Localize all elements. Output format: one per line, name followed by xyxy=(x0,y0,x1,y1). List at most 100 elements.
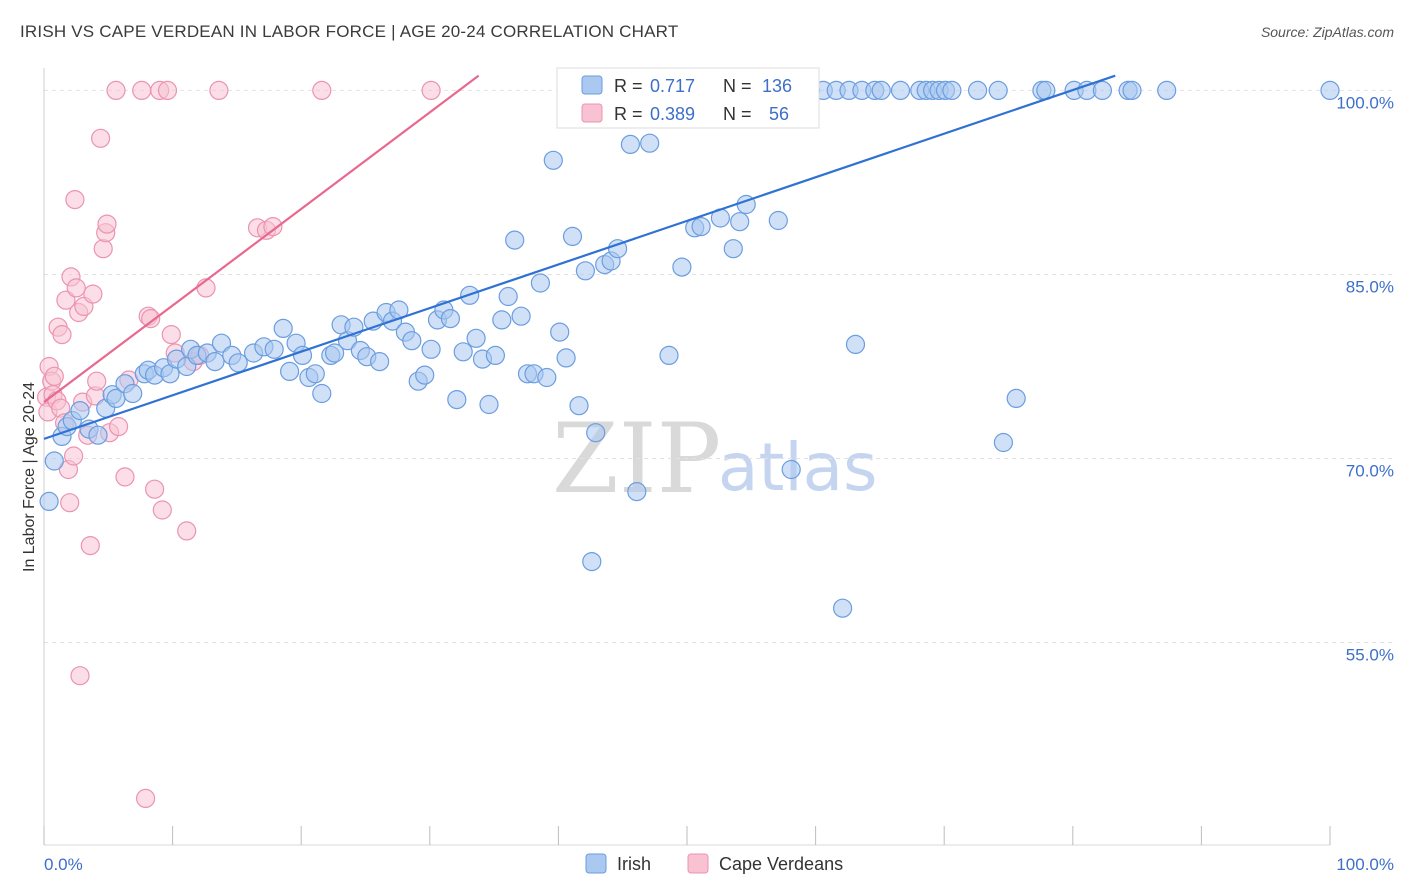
cape-verdean-point xyxy=(52,325,72,345)
cape-verdean-point xyxy=(56,290,76,310)
source-credit: Source: ZipAtlas.com xyxy=(1260,24,1394,40)
cape-verdean-point xyxy=(63,446,84,466)
irish-point xyxy=(988,80,1008,101)
irish-point xyxy=(575,261,596,281)
y-tick-label: 55.0% xyxy=(1346,646,1394,665)
irish-point xyxy=(280,361,300,381)
irish-point xyxy=(370,352,390,372)
cape-verdean-point xyxy=(80,535,100,556)
cape-verdean-trend-line xyxy=(43,74,480,403)
irish-point xyxy=(1092,80,1113,101)
cape-verdean-point xyxy=(93,239,113,259)
y-tick-labels: 55.0% 70.0% 85.0% 100.0% xyxy=(1336,93,1394,664)
cape-verdean-point xyxy=(312,80,332,101)
irish-point xyxy=(550,322,570,342)
legend-cv-r-label: R = xyxy=(614,104,643,124)
legend-irish-r-value: 0.717 xyxy=(650,76,695,96)
irish-point xyxy=(447,390,467,410)
cape-verdean-point xyxy=(108,417,129,437)
cape-verdean-point xyxy=(70,666,90,686)
irish-point xyxy=(402,331,422,351)
irish-point xyxy=(691,217,711,237)
irish-point xyxy=(492,310,512,330)
x-tick-label-max: 100.0% xyxy=(1336,855,1394,874)
x-tick-label-min: 0.0% xyxy=(44,855,83,874)
irish-point xyxy=(582,551,602,572)
y-axis-label: In Labor Force | Age 20-24 xyxy=(21,382,38,572)
cape-verdean-point xyxy=(87,371,107,391)
irish-point xyxy=(505,230,525,250)
irish-point xyxy=(305,364,325,384)
irish-point xyxy=(832,598,853,618)
bottom-legend-swatch-cv xyxy=(687,853,709,874)
irish-point xyxy=(730,212,750,232)
irish-point xyxy=(1122,80,1142,101)
irish-point xyxy=(993,432,1014,453)
legend-irish-n-value: 136 xyxy=(762,76,792,96)
bottom-legend-label-cv: Cape Verdeans xyxy=(719,854,843,874)
irish-point xyxy=(781,459,801,480)
legend-irish-r-label: R = xyxy=(614,76,643,96)
series-legend: Irish Cape Verdeans xyxy=(585,853,843,874)
legend-swatch-irish xyxy=(581,75,603,95)
irish-point xyxy=(264,339,284,359)
irish-point xyxy=(273,318,293,338)
irish-point xyxy=(205,352,225,372)
irish-point xyxy=(485,345,505,365)
irish-point xyxy=(511,306,531,326)
irish-point xyxy=(440,309,460,329)
irish-point xyxy=(627,482,647,502)
cape-verdean-point xyxy=(44,366,64,386)
irish-point xyxy=(871,80,891,101)
irish-point xyxy=(1157,80,1177,101)
cape-verdean-point xyxy=(152,500,172,520)
irish-point xyxy=(543,150,563,170)
cape-verdean-point xyxy=(83,284,103,304)
irish-point xyxy=(123,383,143,404)
irish-point xyxy=(228,353,248,373)
cape-verdean-point xyxy=(97,214,117,234)
irish-point xyxy=(70,401,90,421)
legend-cv-n-value: 56 xyxy=(769,104,789,124)
irish-point xyxy=(845,334,866,354)
trend-lines xyxy=(43,74,1116,440)
cape-verdean-point xyxy=(65,190,85,210)
cape-verdean-point xyxy=(60,493,80,513)
irish-point xyxy=(723,239,743,259)
cape-verdean-point xyxy=(263,217,283,237)
cape-verdean-point xyxy=(209,80,229,101)
irish-point xyxy=(967,80,988,101)
cape-verdean-point xyxy=(136,788,156,809)
cape-verdean-point xyxy=(177,521,197,541)
irish-point xyxy=(672,257,692,277)
irish-point xyxy=(453,342,473,362)
bottom-legend-swatch-irish xyxy=(585,853,607,874)
cape-verdean-point xyxy=(90,128,111,148)
irish-point xyxy=(659,345,679,365)
irish-point xyxy=(415,365,435,385)
y-tick-label: 85.0% xyxy=(1346,277,1394,296)
cape-verdean-point xyxy=(421,80,441,101)
stats-legend: R = 0.717 N = 136 R = 0.389 N = 56 xyxy=(556,67,820,129)
irish-point xyxy=(44,451,64,471)
cape-verdean-point xyxy=(106,80,126,101)
irish-point xyxy=(88,425,108,445)
y-tick-label: 70.0% xyxy=(1346,462,1394,481)
legend-swatch-cv xyxy=(581,103,603,123)
legend-cv-r-value: 0.389 xyxy=(650,104,695,124)
irish-point xyxy=(537,367,557,388)
bottom-legend-label-irish: Irish xyxy=(617,854,651,874)
irish-point xyxy=(211,333,232,353)
irish-point xyxy=(556,348,576,368)
irish-point xyxy=(421,339,441,359)
irish-point xyxy=(39,491,59,511)
irish-point xyxy=(1320,80,1340,101)
irish-point xyxy=(890,80,911,101)
irish-point xyxy=(620,134,641,154)
cape-verdean-point xyxy=(66,278,86,298)
cape-verdean-point xyxy=(141,309,161,329)
cape-verdean-point xyxy=(157,80,178,101)
irish-point xyxy=(586,423,606,443)
y-tick-label: 100.0% xyxy=(1336,93,1394,112)
